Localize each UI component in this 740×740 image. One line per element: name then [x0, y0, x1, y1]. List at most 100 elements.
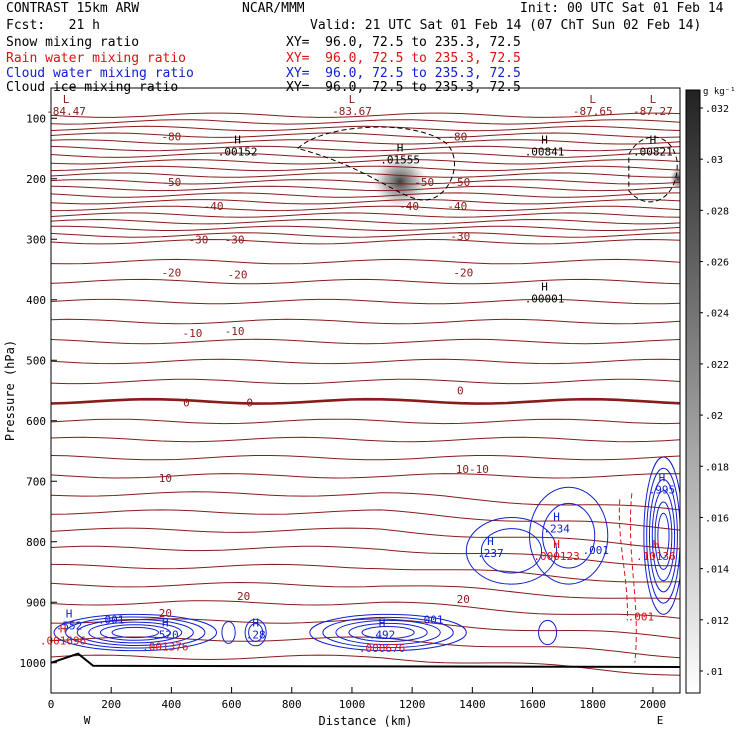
- y-tick-label: 200: [26, 173, 46, 186]
- extremum-mark: H: [650, 134, 657, 147]
- x-end-label-west: W: [84, 714, 91, 727]
- temperature-contour: [51, 125, 680, 132]
- cloud-water-contour: [99, 624, 171, 641]
- temperature-label: -10: [183, 327, 203, 340]
- temperature-label: 20: [237, 590, 250, 603]
- extremum-value: .00001: [525, 293, 565, 306]
- colorbar-tick-label: .028: [705, 206, 729, 217]
- init-time: Init: 00 UTC Sat 01 Feb 14: [520, 1, 724, 16]
- extremum-value: .000123: [533, 550, 579, 563]
- extremum-mark: H: [162, 617, 169, 630]
- temperature-contour: [51, 232, 680, 238]
- y-tick-label: 100: [26, 112, 46, 125]
- cloud-water-contour: [244, 618, 267, 647]
- temperature-contour: [51, 139, 680, 145]
- temperature-contour: [51, 278, 680, 285]
- temperature-contour: [51, 527, 680, 550]
- extremum-mark: H: [487, 535, 494, 548]
- extremum-mark: H: [541, 281, 548, 294]
- snow-contour: [628, 136, 678, 203]
- temperature-contour: [51, 338, 680, 345]
- cloud-water-contour: [480, 528, 543, 574]
- cloud-water-contour: [657, 512, 670, 559]
- extremum-mark: H: [397, 142, 404, 155]
- extremum-value: .492: [369, 629, 396, 642]
- temperature-contour: [51, 563, 680, 583]
- temperature-contour: [51, 600, 680, 619]
- temperature-contour: [51, 358, 680, 365]
- x-tick-label: 1600: [519, 698, 546, 711]
- extremum-mark: H: [379, 617, 386, 630]
- temperature-label: 20: [457, 593, 470, 606]
- temperature-contour: [51, 165, 680, 172]
- y-tick-label: 300: [26, 233, 46, 246]
- temperature-contour: [51, 418, 680, 425]
- cloud-water-contour: [309, 613, 467, 652]
- temperature-contour: [51, 378, 680, 385]
- colorbar-tick-label: .03: [705, 155, 723, 166]
- field-snow-name: Snow mixing ratio: [6, 35, 140, 50]
- extremum-value: -83.67: [332, 105, 372, 118]
- temperature-contour: [51, 636, 680, 659]
- temperature-contour: [51, 205, 680, 212]
- temperature-contour: [51, 199, 680, 205]
- colorbar: .01 .012 .014 .016 .018 .02 .022 .024 .026 .028 .0…: [685, 87, 736, 694]
- y-axis-title: Pressure (hPa): [3, 340, 17, 441]
- extremum-value: .00152: [218, 146, 258, 159]
- colorbar-tick-label: .026: [705, 258, 729, 269]
- temperature-contour: [51, 112, 680, 118]
- extremum-value: .10136: [636, 550, 676, 563]
- extremum-value: .28: [246, 629, 266, 642]
- organization-label: NCAR/MMM: [242, 1, 305, 16]
- cloud-water-contour: [221, 621, 236, 644]
- contour-labels: -80 -80 -50 -50 -50 -40 -40 -40 -30 -30 -30 -20 -20 -…: [40, 93, 676, 655]
- temperature-contour: [51, 145, 680, 152]
- colorbar-tick-label: .02: [705, 411, 723, 422]
- extremum-value: .552: [56, 619, 83, 632]
- temperature-contour: [51, 159, 680, 165]
- temperature-contour: [51, 473, 680, 479]
- extremum-value: .01555: [380, 154, 420, 167]
- y-tick-label: 1000: [20, 657, 47, 670]
- temperature-label: 0: [183, 397, 190, 410]
- x-tick-label: 1200: [399, 698, 426, 711]
- temperature-label: -50: [414, 176, 434, 189]
- temperature-label: 10: [159, 472, 172, 485]
- temperature-label: -50: [450, 176, 470, 189]
- extremum-mark: H: [659, 471, 666, 484]
- temperature-label: -30: [189, 233, 209, 246]
- temperature-label: -20: [453, 267, 473, 280]
- cloud-water-contour: [348, 622, 428, 643]
- colorbar-tick-label: .018: [705, 462, 729, 473]
- cloud-water-contour: [648, 479, 678, 593]
- extremum-value: .001: [98, 613, 125, 626]
- x-tick-label: 600: [222, 698, 242, 711]
- temperature-contour: [51, 192, 680, 198]
- temperature-label: -20: [161, 267, 181, 280]
- temperature-contour: [51, 491, 680, 511]
- temperature-label: -80: [447, 130, 467, 143]
- extremum-mark: L: [589, 93, 596, 106]
- temperature-contour: [51, 185, 680, 192]
- terrain-line: [51, 652, 680, 668]
- field-cloud-water-xy: XY= 96.0, 72.5 to 235.3, 72.5: [286, 66, 521, 81]
- y-tick-label: 900: [26, 596, 46, 609]
- colorbar-ramp: [685, 89, 701, 694]
- temperature-contour: [51, 581, 680, 600]
- temperature-contour: [51, 238, 680, 245]
- cloud-water-contour: [643, 456, 680, 615]
- extremum-mark: H: [252, 617, 259, 630]
- x-tick-label: 1800: [579, 698, 606, 711]
- x-tick-label: 0: [48, 698, 55, 711]
- x-tick-label: 1000: [339, 698, 366, 711]
- axes: 0 200 400 600 800 1000 1200 1400 1600 1800 2000100…: [3, 87, 681, 728]
- temperature-contour: [51, 545, 680, 567]
- extremum-value: -87.27: [633, 105, 673, 118]
- extremum-mark: H: [553, 538, 560, 551]
- extremum-mark: H: [653, 538, 660, 551]
- temperature-contour: [51, 132, 680, 138]
- shaded-ice-maximum: [372, 155, 429, 208]
- x-tick-label: 2000: [640, 698, 667, 711]
- x-tick-label: 400: [161, 698, 181, 711]
- colorbar-unit: g kg⁻¹: [703, 87, 736, 97]
